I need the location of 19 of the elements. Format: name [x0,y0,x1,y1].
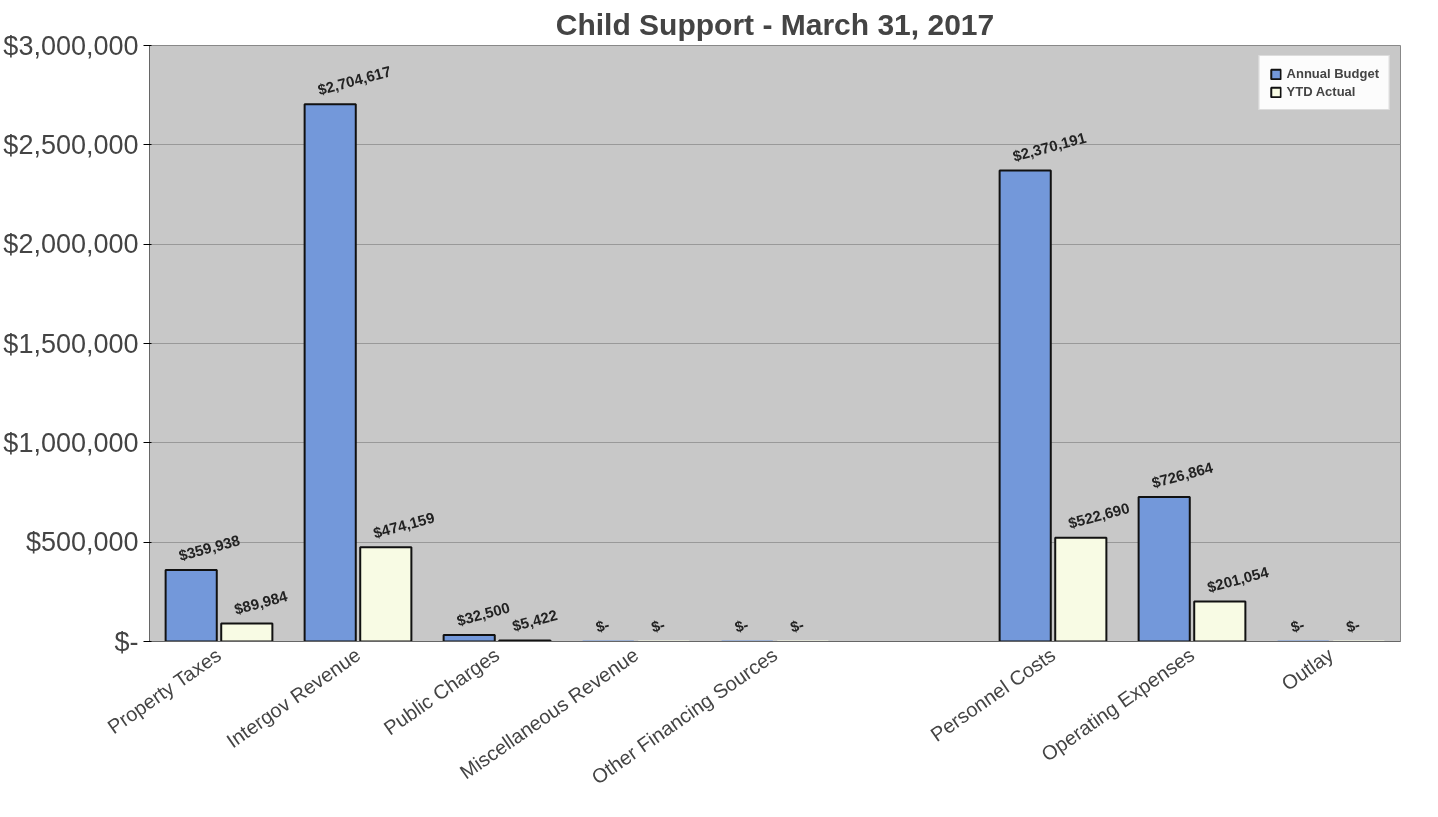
y-tick-label: $2,000,000 [3,229,139,260]
legend-label: Annual Budget [1286,66,1379,81]
data-label: $32,500 [454,598,512,630]
data-label: $89,984 [232,587,290,618]
chart-title: Child Support - March 31, 2017 [555,7,995,41]
data-label: $- [649,615,667,636]
legend-label: YTD Actual [1286,84,1356,99]
y-tick-label: $- [114,626,139,657]
data-label: $- [1344,615,1362,636]
data-label: $- [788,615,806,636]
y-tick-label: $500,000 [25,527,139,558]
data-label: $- [1288,615,1307,636]
y-tick-label: $3,000,000 [3,30,139,61]
data-label: $- [732,615,751,636]
y-tick-label: $2,500,000 [3,129,139,160]
data-label: $5,422 [510,606,560,635]
y-tick-label: $1,500,000 [3,328,139,359]
y-tick-label: $1,000,000 [3,427,139,458]
data-label: $- [593,615,612,636]
